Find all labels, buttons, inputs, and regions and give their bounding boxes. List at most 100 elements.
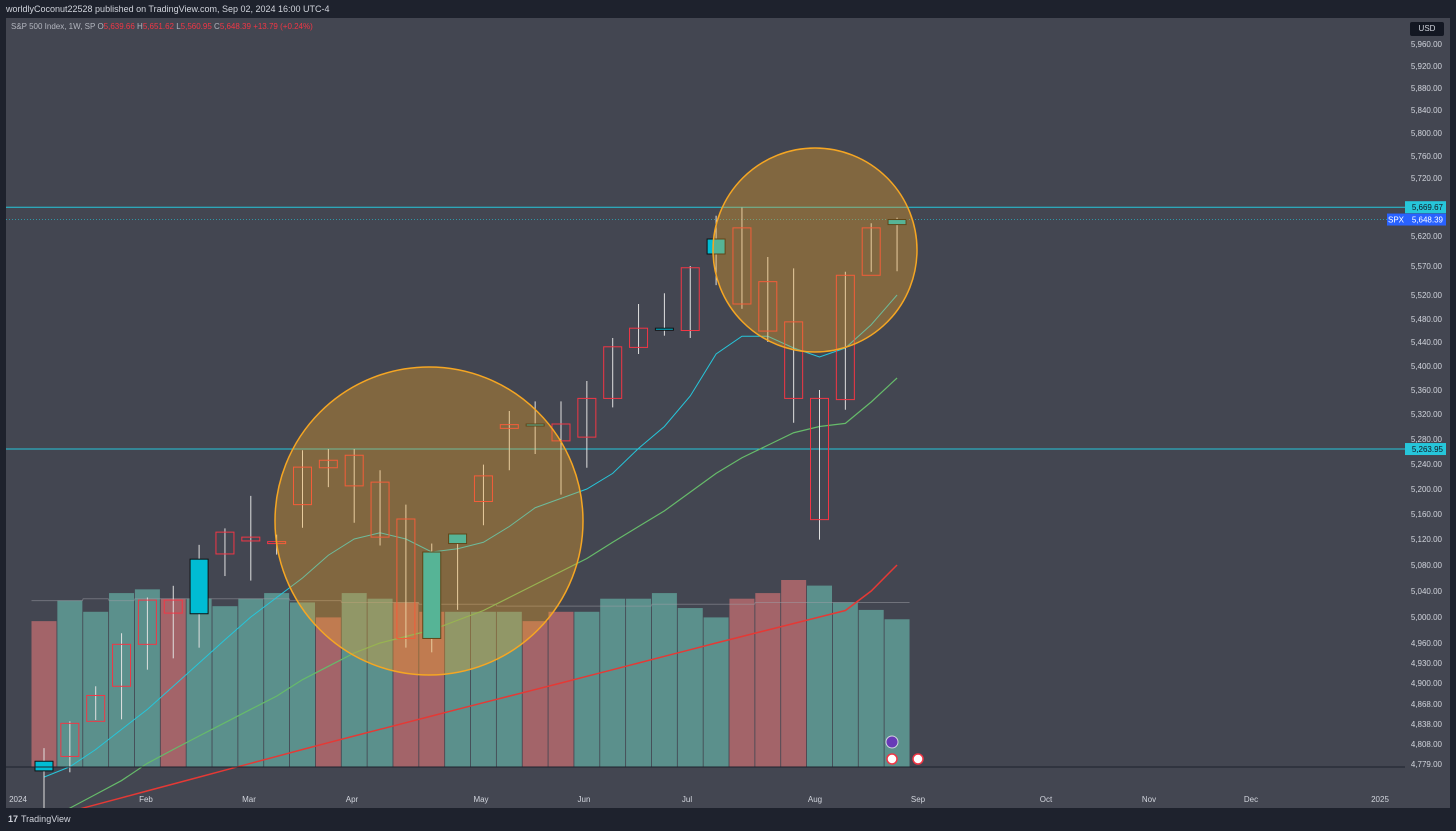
y-tick-label: 5,720.00 bbox=[1411, 174, 1443, 183]
candle-body bbox=[241, 536, 261, 542]
legend-l-value: 5,560.95 bbox=[180, 22, 212, 31]
y-tick-label: 5,000.00 bbox=[1411, 613, 1443, 622]
candle-body bbox=[215, 531, 235, 555]
publisher-bar: worldlyCoconut22528 published on Trading… bbox=[0, 0, 1456, 18]
y-tick-label: 5,920.00 bbox=[1411, 62, 1443, 71]
x-tick-label: Sep bbox=[911, 795, 926, 804]
price-tag-label: 5,669.67 bbox=[1412, 203, 1444, 212]
y-tick-label: 5,240.00 bbox=[1411, 460, 1443, 469]
x-tick-label: Aug bbox=[808, 795, 822, 804]
x-tick-label: 2024 bbox=[9, 795, 27, 804]
ema-long-line bbox=[43, 564, 898, 820]
volume-bar bbox=[212, 606, 238, 767]
legend-symbol: S&P 500 Index, 1W, SP bbox=[11, 22, 96, 31]
y-tick-label: 5,960.00 bbox=[1411, 40, 1443, 49]
candle-body bbox=[34, 760, 54, 772]
tradingview-logo-glyph: 17 bbox=[8, 814, 19, 824]
legend-l-label: L bbox=[176, 22, 181, 31]
y-tick-label: 5,620.00 bbox=[1411, 232, 1443, 241]
candle-body bbox=[344, 454, 364, 487]
y-tick-label: 5,520.00 bbox=[1411, 291, 1443, 300]
currency-button[interactable]: USD bbox=[1410, 22, 1444, 36]
x-tick-label: Dec bbox=[1244, 795, 1258, 804]
x-tick-label: Jul bbox=[682, 795, 692, 804]
volume-bar bbox=[626, 598, 652, 767]
ohlc-legend: S&P 500 Index, 1W, SP O5,639.66 H5,651.6… bbox=[11, 22, 313, 31]
y-tick-label: 5,800.00 bbox=[1411, 129, 1443, 138]
y-tick-label: 4,808.00 bbox=[1411, 740, 1443, 749]
publisher-text: worldlyCoconut22528 published on Trading… bbox=[6, 4, 330, 14]
volume-bar bbox=[238, 598, 264, 767]
volume-bar bbox=[651, 593, 677, 767]
volume-bar bbox=[729, 598, 755, 767]
volume-bar bbox=[755, 593, 781, 767]
volume-bar bbox=[832, 602, 858, 767]
volume-bar bbox=[31, 621, 57, 767]
candle-body bbox=[189, 558, 209, 615]
symbol-tag-box bbox=[1387, 213, 1405, 226]
tradingview-brand-text: TradingView bbox=[21, 814, 71, 824]
candle-body bbox=[629, 327, 649, 348]
candle-body bbox=[473, 475, 493, 502]
y-tick-label: 4,930.00 bbox=[1411, 659, 1443, 668]
ema-short-line bbox=[43, 294, 898, 778]
volume-bar bbox=[781, 580, 807, 767]
highlight-circle-april bbox=[274, 366, 584, 676]
y-tick-label: 5,480.00 bbox=[1411, 315, 1443, 324]
tradingview-logo[interactable]: 17 TradingView bbox=[8, 814, 71, 824]
candle-body bbox=[293, 466, 312, 506]
candle-body bbox=[525, 423, 545, 427]
x-tick-label: Jun bbox=[578, 795, 591, 804]
volume-bar bbox=[703, 617, 729, 767]
volume-bar bbox=[496, 611, 522, 767]
volume-bar bbox=[367, 598, 393, 767]
y-tick-label: 5,570.00 bbox=[1411, 262, 1443, 271]
candle-body bbox=[422, 551, 442, 639]
volume-bar bbox=[574, 611, 600, 767]
y-tick-label: 5,080.00 bbox=[1411, 561, 1443, 570]
legend-h-value: 5,651.62 bbox=[142, 22, 174, 31]
candle-body bbox=[810, 397, 829, 521]
candle-body bbox=[112, 643, 132, 687]
us-flag-event-icon bbox=[886, 753, 898, 765]
y-tick-label: 5,360.00 bbox=[1411, 386, 1443, 395]
candle-body bbox=[448, 533, 468, 545]
legend-h-label: H bbox=[137, 22, 143, 31]
us-flag-event-icon bbox=[912, 753, 924, 765]
symbol-tag-label: SPX bbox=[1388, 216, 1405, 225]
candle-body bbox=[758, 281, 778, 332]
volume-bar bbox=[858, 609, 884, 767]
candle-body bbox=[887, 219, 907, 226]
price-tag-box bbox=[1405, 443, 1446, 456]
candle-body bbox=[784, 321, 804, 399]
volume-bar bbox=[807, 585, 832, 767]
y-tick-label: 4,960.00 bbox=[1411, 639, 1443, 648]
candle-body bbox=[318, 459, 338, 469]
y-tick-label: 5,160.00 bbox=[1411, 510, 1443, 519]
volume-bar bbox=[600, 598, 626, 767]
y-tick-label: 4,900.00 bbox=[1411, 679, 1443, 688]
candle-body bbox=[163, 599, 183, 614]
y-tick-label: 4,868.00 bbox=[1411, 700, 1443, 709]
candle-body bbox=[861, 227, 881, 276]
legend-o-label: O bbox=[97, 22, 104, 31]
y-tick-label: 5,880.00 bbox=[1411, 84, 1443, 93]
x-tick-label: May bbox=[473, 795, 488, 804]
x-tick-label: Mar bbox=[242, 795, 256, 804]
candle-body bbox=[680, 267, 700, 331]
y-tick-label: 5,440.00 bbox=[1411, 338, 1443, 347]
y-tick-label: 5,760.00 bbox=[1411, 152, 1443, 161]
y-tick-label: 5,320.00 bbox=[1411, 410, 1443, 419]
y-tick-label: 5,040.00 bbox=[1411, 587, 1443, 596]
y-tick-label: 4,838.00 bbox=[1411, 720, 1443, 729]
legend-o-value: 5,639.66 bbox=[103, 22, 135, 31]
candle-body bbox=[603, 346, 623, 399]
price-tag-label: 5,263.95 bbox=[1412, 445, 1444, 454]
candle-body bbox=[396, 518, 416, 639]
volume-bar bbox=[445, 611, 471, 767]
highlight-circle-august bbox=[712, 147, 918, 353]
lightning-icon bbox=[885, 735, 899, 749]
price-tag-box bbox=[1405, 213, 1446, 226]
volume-bar bbox=[548, 611, 574, 767]
